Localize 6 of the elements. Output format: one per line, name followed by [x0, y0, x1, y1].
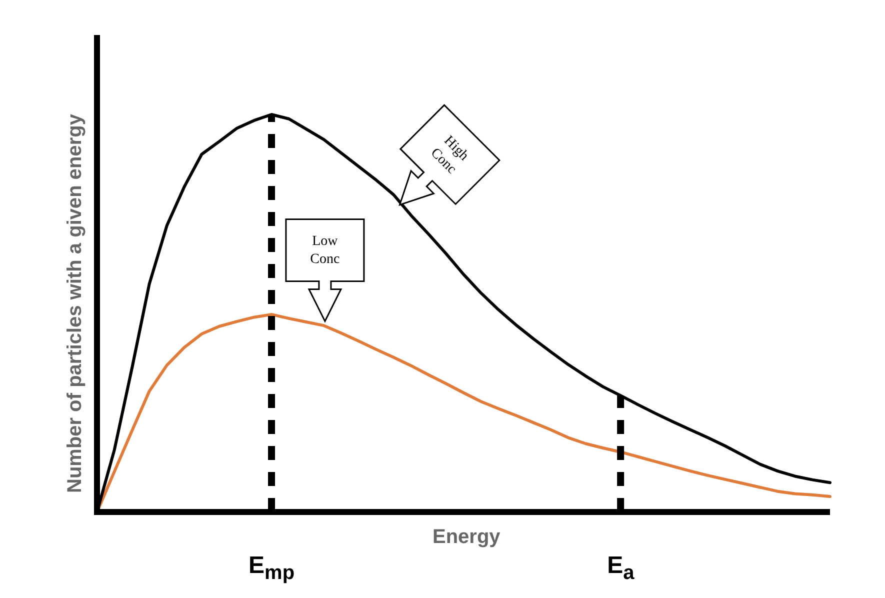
y-axis-title: Number of particles with a given energy [63, 114, 86, 493]
x-axis-title: Energy [432, 526, 500, 548]
x-tick-label: E$_{mp}$ [248, 552, 295, 584]
x-tick-label: E$_{a}$ [607, 552, 634, 584]
annotation: Low Conc [310, 234, 340, 268]
callout-box: Low Conc [285, 218, 365, 323]
